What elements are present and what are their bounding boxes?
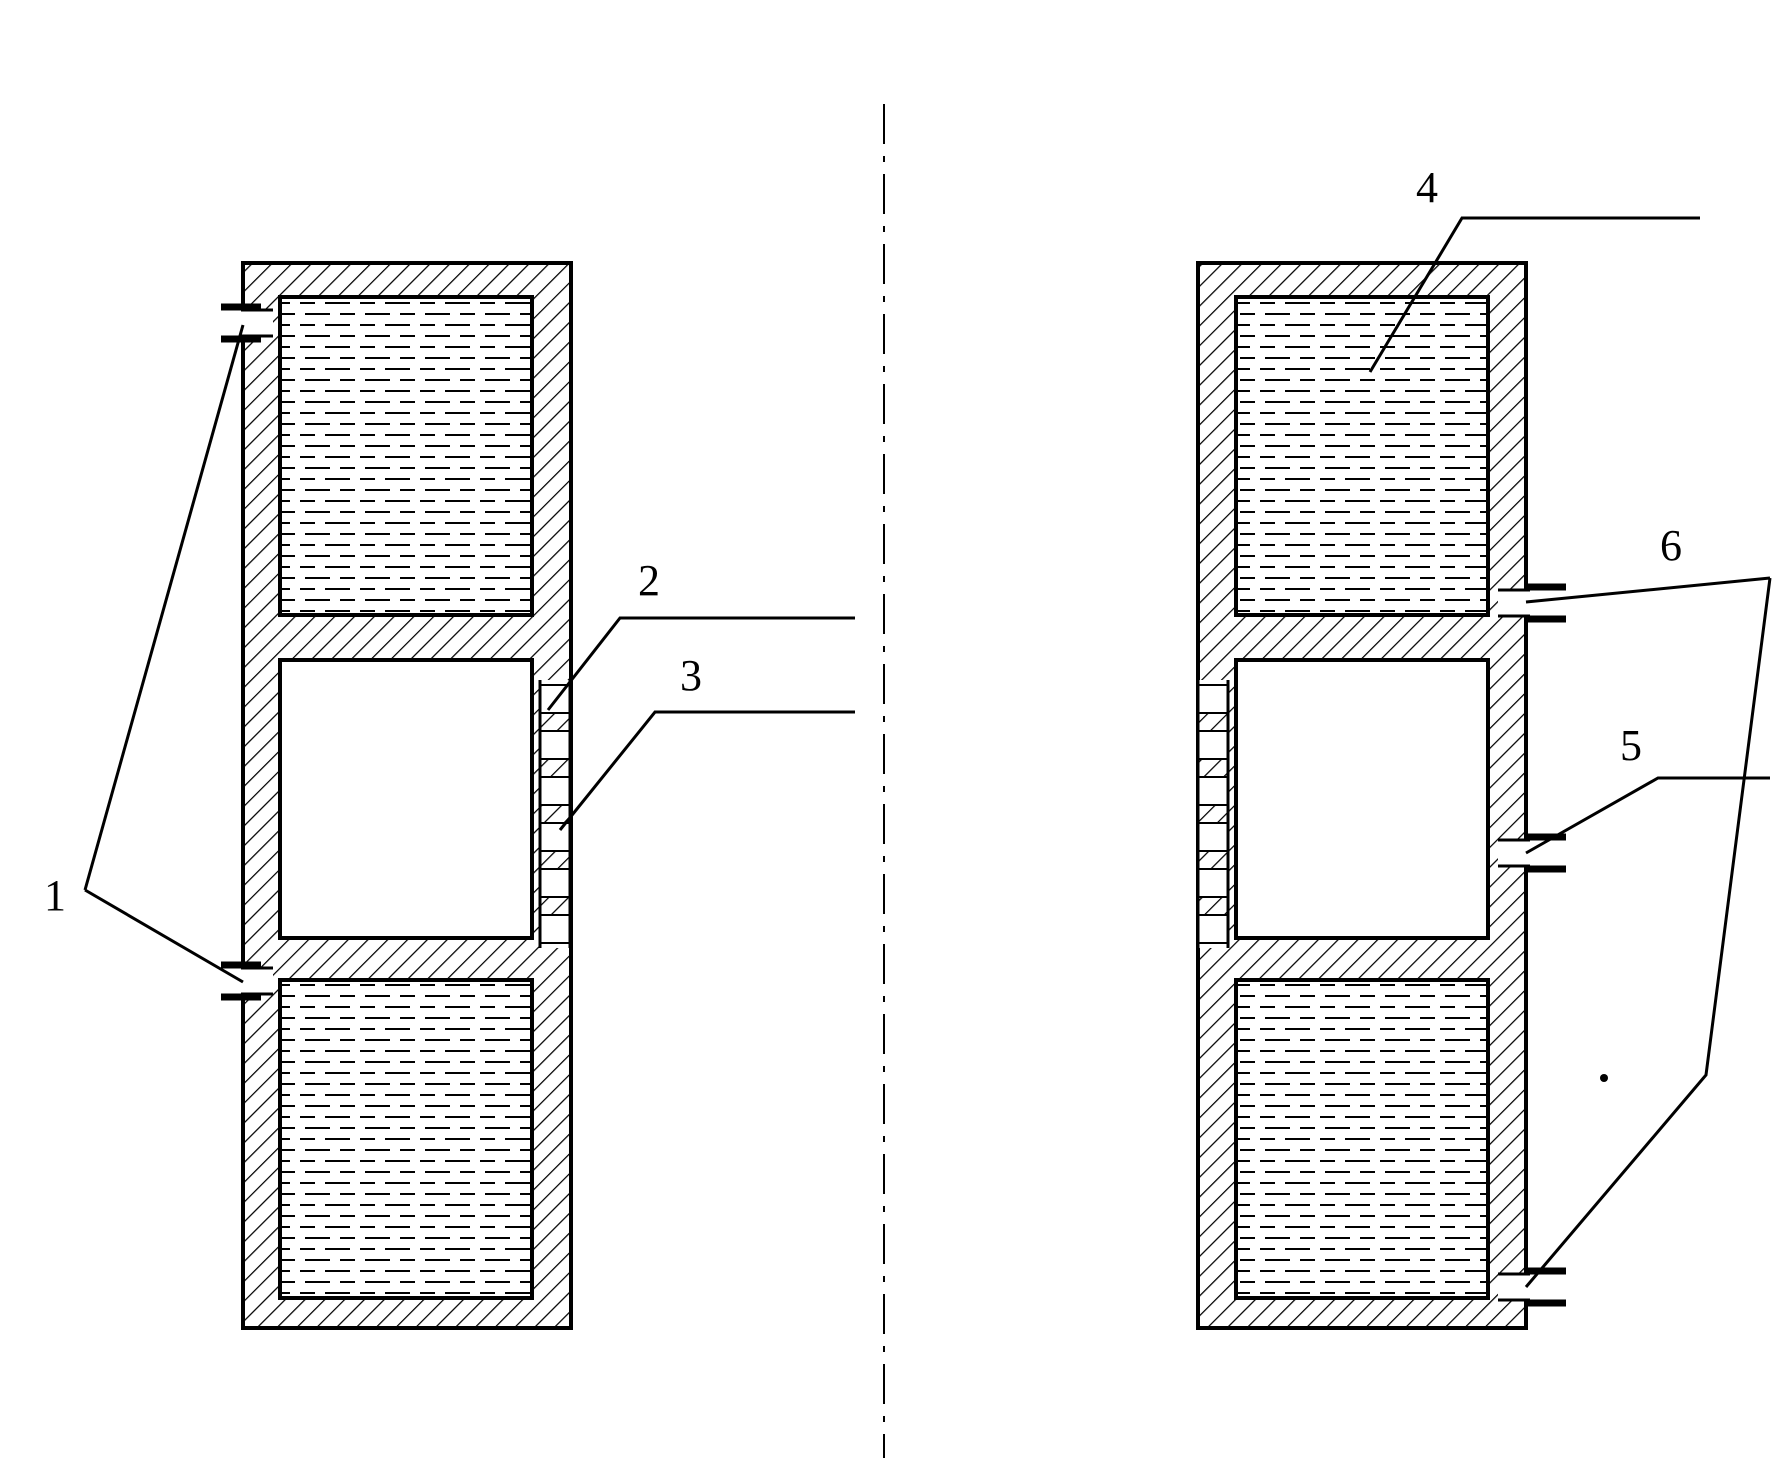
left-block-bot-chamber-fill: [280, 980, 532, 1298]
port-1-bottom-gap: [241, 968, 273, 994]
leader-1-0: [85, 325, 243, 890]
right-block-slot-bar-2: [1198, 759, 1228, 777]
left-block-slot-bar-1: [540, 713, 570, 731]
left-block-top-chamber-fill: [280, 297, 532, 615]
left-block-mid-chamber-bg: [280, 660, 532, 938]
port-6-bottom-gap: [1498, 1274, 1530, 1300]
label-3: 3: [680, 650, 702, 701]
right-block-slot-bar-1: [1198, 713, 1228, 731]
port-6-top-gap: [1498, 590, 1530, 616]
label-6: 6: [1660, 520, 1682, 571]
port-5-gap: [1498, 840, 1530, 866]
label-2: 2: [638, 555, 660, 606]
leader-5-0: [1526, 778, 1770, 853]
right-block-slot-bar-4: [1198, 851, 1228, 869]
diagram-svg: [0, 0, 1772, 1459]
right-block-slot-bar-5: [1198, 897, 1228, 915]
port-1-top-gap: [241, 310, 273, 336]
label-1: 1: [44, 870, 66, 921]
diagram-root: [0, 0, 1772, 1459]
label-5: 5: [1620, 720, 1642, 771]
right-block-top-chamber-fill: [1236, 297, 1488, 615]
stray-dot: [1600, 1074, 1608, 1082]
right-block-bot-chamber-fill: [1236, 980, 1488, 1298]
leader-6-1: [1526, 578, 1770, 1287]
left-block-slot-bar-3: [540, 805, 570, 823]
left-block-slot-bar-5: [540, 897, 570, 915]
label-4: 4: [1416, 162, 1438, 213]
left-block-slot-bar-2: [540, 759, 570, 777]
right-block-slot-bar-3: [1198, 805, 1228, 823]
leader-1-1: [85, 890, 243, 982]
right-block-mid-chamber-bg: [1236, 660, 1488, 938]
leader-3-0: [560, 712, 855, 830]
left-block-slot-bar-4: [540, 851, 570, 869]
